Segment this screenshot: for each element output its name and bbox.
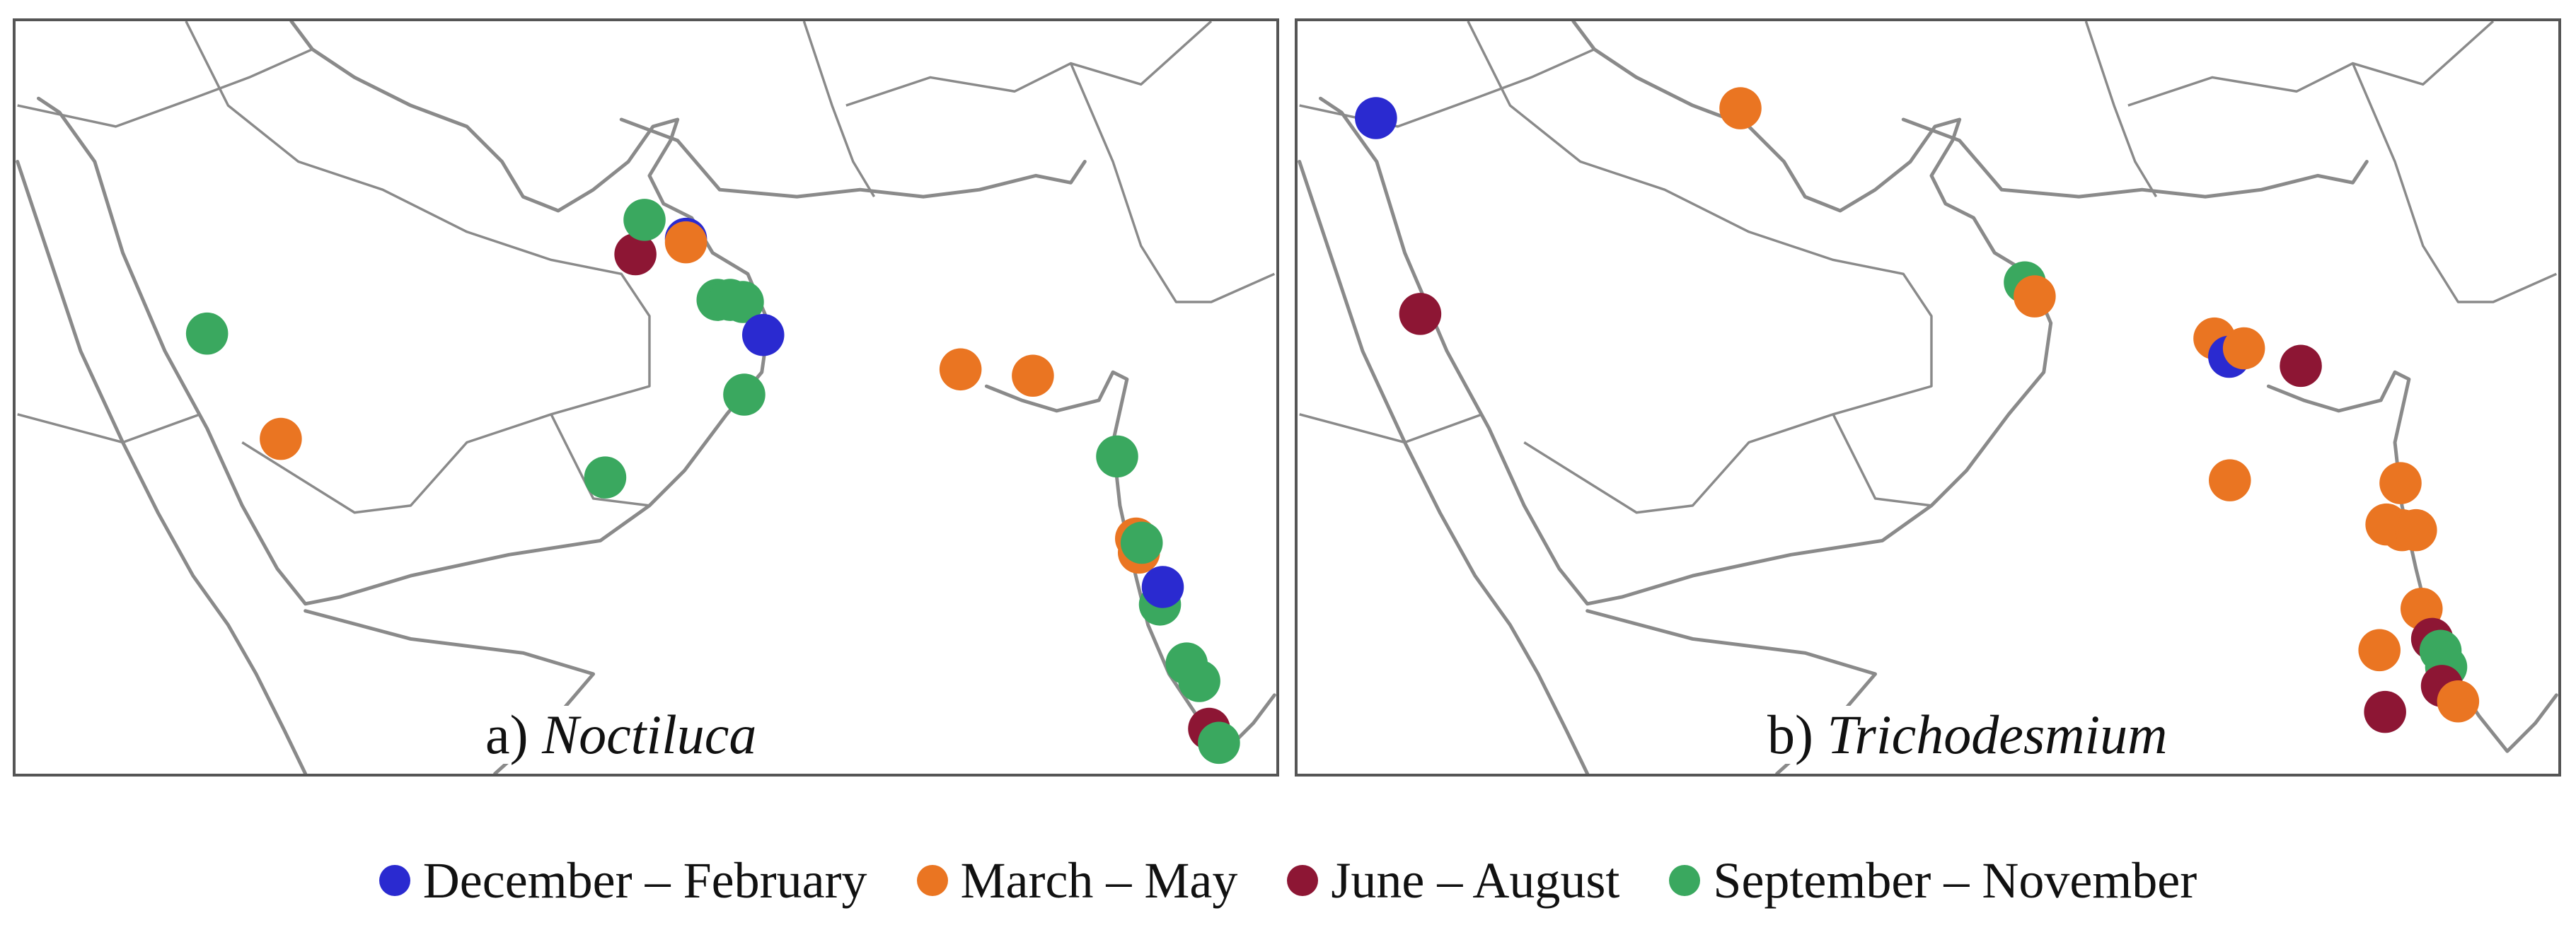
obs-point xyxy=(1120,521,1163,564)
legend-marker-spring xyxy=(916,865,948,896)
obs-point xyxy=(2014,275,2056,318)
obs-point xyxy=(185,312,229,355)
obs-point xyxy=(584,456,627,499)
obs-point xyxy=(1399,293,1442,335)
iran-pakistan-coast xyxy=(1901,117,2369,199)
map-panel-trichodesmium: b) Trichodesmium xyxy=(1295,18,2561,777)
panel-label-noctiluca: a) Noctiluca xyxy=(475,704,767,766)
obs-point xyxy=(1096,435,1138,478)
coastlines xyxy=(16,21,1276,774)
map-noctiluca xyxy=(16,21,1276,774)
obs-point xyxy=(1141,566,1184,608)
borders xyxy=(1299,21,2558,514)
legend-item-spring: March – May xyxy=(916,851,1238,910)
obs-point xyxy=(1719,87,1762,129)
obs-point xyxy=(2364,690,2406,733)
panel-label-trichodesmium: b) Trichodesmium xyxy=(1757,706,2178,764)
africa-coast xyxy=(1298,160,1590,774)
season-legend: December – February March – May June – A… xyxy=(0,842,2576,919)
arabian-peninsula-coast xyxy=(36,21,771,606)
obs-point xyxy=(2222,327,2265,370)
obs-point xyxy=(722,281,764,323)
iran-pakistan-coast xyxy=(619,117,1087,199)
panel-label-taxon: Noctiluca xyxy=(542,704,757,766)
legend-label: December – February xyxy=(422,851,867,909)
obs-point xyxy=(664,221,707,264)
panel-label-taxon: Trichodesmium xyxy=(1827,704,2168,766)
obs-point xyxy=(1355,97,1397,139)
map-panel-noctiluca: a) Noctiluca xyxy=(13,18,1279,777)
india-west-coast xyxy=(2266,370,2558,753)
obs-point xyxy=(723,373,766,416)
legend-label: June – August xyxy=(1331,851,1620,909)
obs-point xyxy=(2379,462,2422,504)
legend-item-autumn: September – November xyxy=(1669,851,2197,910)
borders xyxy=(17,21,1276,514)
legend-marker-autumn xyxy=(1669,865,1701,896)
obs-point xyxy=(939,348,982,391)
africa-coast xyxy=(16,160,308,774)
observation-points xyxy=(1355,87,2480,733)
legend-item-winter: December – February xyxy=(379,851,867,910)
obs-point xyxy=(2280,344,2322,388)
obs-point xyxy=(260,417,302,460)
obs-point xyxy=(623,199,666,241)
panel-label-prefix: a) xyxy=(485,704,543,766)
panel-label-prefix: b) xyxy=(1767,704,1827,766)
legend-marker-winter xyxy=(379,865,410,896)
legend-item-summer: June – August xyxy=(1287,851,1619,910)
observation-points xyxy=(185,199,1240,765)
obs-point xyxy=(2395,508,2437,552)
map-trichodesmium xyxy=(1298,21,2558,774)
obs-point xyxy=(1178,660,1220,702)
legend-label: September – November xyxy=(1713,851,2197,909)
obs-point xyxy=(2437,680,2480,723)
obs-point xyxy=(1012,354,1054,397)
obs-point xyxy=(1198,721,1240,765)
legend-marker-summer xyxy=(1287,865,1319,896)
obs-point xyxy=(614,233,657,276)
obs-point xyxy=(741,313,785,356)
obs-point xyxy=(2209,459,2251,501)
legend-label: March – May xyxy=(960,851,1238,909)
obs-point xyxy=(2358,629,2401,672)
